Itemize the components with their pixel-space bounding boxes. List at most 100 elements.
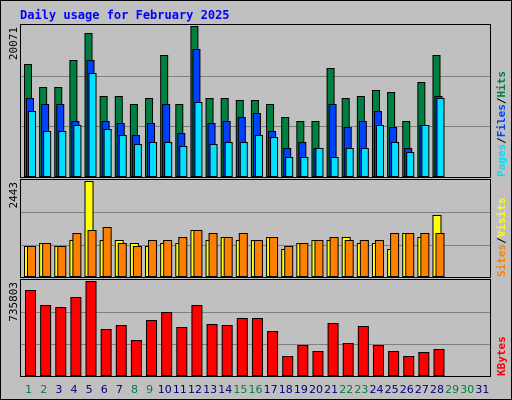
bar-pages bbox=[118, 135, 127, 177]
bar-sites bbox=[178, 237, 188, 277]
legend-hits: Hits bbox=[495, 71, 508, 98]
x-tick-label: 23 bbox=[354, 383, 368, 396]
legend-kbytes: KBytes bbox=[495, 336, 508, 376]
x-tick-label: 29 bbox=[445, 383, 459, 396]
bar-sites bbox=[27, 246, 36, 277]
bar-pages bbox=[436, 98, 445, 177]
legend-files: Files bbox=[495, 104, 508, 137]
bar-kbytes bbox=[161, 312, 173, 376]
x-tick-label: 12 bbox=[188, 383, 202, 396]
bar-sites bbox=[208, 233, 218, 277]
bar-pages bbox=[285, 157, 294, 177]
x-tick-label: 25 bbox=[385, 383, 399, 396]
bar-pages bbox=[209, 144, 218, 177]
bar-pages bbox=[330, 157, 339, 177]
bar-pages bbox=[43, 131, 52, 177]
bar-sites bbox=[148, 240, 158, 277]
bar-kbytes bbox=[191, 305, 203, 376]
x-tick-label: 14 bbox=[218, 383, 232, 396]
panel-border bbox=[20, 24, 491, 178]
x-tick-label: 20 bbox=[309, 383, 323, 396]
bar-kbytes bbox=[372, 345, 384, 376]
panel-border bbox=[20, 279, 491, 377]
bars-kbytes bbox=[25, 281, 445, 376]
x-tick-label: 18 bbox=[279, 383, 293, 396]
bar-kbytes bbox=[282, 356, 294, 376]
legend-separator: / bbox=[495, 237, 508, 244]
legend: Pages/Files/Hits bbox=[495, 71, 508, 177]
bar-sites bbox=[435, 233, 445, 277]
legend-separator: / bbox=[495, 137, 508, 144]
x-tick-label: 4 bbox=[70, 383, 77, 396]
bar-sites bbox=[390, 233, 400, 277]
bar-pages bbox=[254, 135, 263, 177]
x-tick-label: 31 bbox=[475, 383, 489, 396]
y-max-label: 20071 bbox=[7, 27, 20, 60]
bar-sites bbox=[117, 243, 127, 277]
legend-sites: Sites bbox=[495, 244, 508, 277]
legend: Sites/Visits bbox=[495, 198, 508, 278]
x-tick-label: 10 bbox=[158, 383, 172, 396]
bar-kbytes bbox=[418, 352, 430, 376]
bar-sites bbox=[193, 230, 203, 277]
bar-pages bbox=[194, 102, 203, 177]
bar-pages bbox=[375, 125, 384, 177]
bar-kbytes bbox=[25, 290, 36, 376]
bar-sites bbox=[57, 246, 67, 277]
bar-pages bbox=[58, 131, 67, 177]
legend-pages: Pages bbox=[495, 144, 508, 177]
x-tick-label: 8 bbox=[131, 383, 138, 396]
legend: KBytes bbox=[495, 336, 508, 376]
bar-kbytes bbox=[176, 327, 188, 376]
bar-kbytes bbox=[130, 340, 142, 376]
bar-sites bbox=[299, 243, 309, 277]
bar-pages bbox=[28, 111, 36, 177]
bars-visits-sites bbox=[24, 181, 445, 277]
x-tick-label: 15 bbox=[233, 383, 247, 396]
bar-kbytes bbox=[115, 325, 127, 376]
bar-pages bbox=[345, 148, 354, 177]
x-tick-label: 21 bbox=[324, 383, 338, 396]
bar-pages bbox=[300, 157, 309, 177]
panel-kbytes: 735803 KBytes bbox=[7, 279, 508, 377]
bar-sites bbox=[269, 237, 279, 277]
chart-title: Daily usage for February 2025 bbox=[20, 8, 230, 22]
bar-sites bbox=[359, 240, 369, 277]
x-tick-label: 9 bbox=[146, 383, 153, 396]
x-tick-label: 26 bbox=[400, 383, 414, 396]
bar-sites bbox=[42, 243, 52, 277]
x-tick-label: 16 bbox=[249, 383, 263, 396]
bar-sites bbox=[72, 233, 82, 277]
panel-border bbox=[20, 179, 491, 278]
bar-kbytes bbox=[403, 356, 415, 376]
x-tick-label: 30 bbox=[460, 383, 474, 396]
bar-pages bbox=[149, 142, 158, 177]
bar-kbytes bbox=[433, 349, 445, 376]
x-tick-label: 1 bbox=[25, 383, 32, 396]
bar-sites bbox=[132, 246, 142, 277]
bar-kbytes bbox=[146, 320, 158, 376]
x-tick-label: 13 bbox=[203, 383, 217, 396]
x-tick-label: 17 bbox=[264, 383, 278, 396]
x-tick-label: 24 bbox=[370, 383, 384, 396]
x-axis-labels: 1 2 3 4 5 6 7 8 9 10 11 12 13 14 15 16 17 18 19 20 21 22 23 24 2… bbox=[25, 383, 489, 396]
bar-kbytes bbox=[342, 343, 354, 376]
bar-sites bbox=[329, 237, 339, 277]
bar-kbytes bbox=[236, 318, 248, 376]
legend-visits: Visits bbox=[495, 198, 508, 238]
bar-kbytes bbox=[388, 351, 400, 376]
bar-pages bbox=[315, 148, 324, 177]
bar-sites bbox=[163, 240, 173, 277]
bar-sites bbox=[238, 233, 248, 277]
bar-kbytes bbox=[70, 297, 82, 376]
bar-sites bbox=[344, 240, 354, 277]
bar-pages bbox=[391, 142, 400, 177]
bar-kbytes bbox=[312, 351, 324, 376]
bar-sites bbox=[87, 230, 97, 277]
bar-kbytes bbox=[100, 329, 112, 376]
bar-sites bbox=[405, 233, 415, 277]
bar-kbytes bbox=[206, 324, 218, 376]
legend-separator: / bbox=[495, 97, 508, 104]
